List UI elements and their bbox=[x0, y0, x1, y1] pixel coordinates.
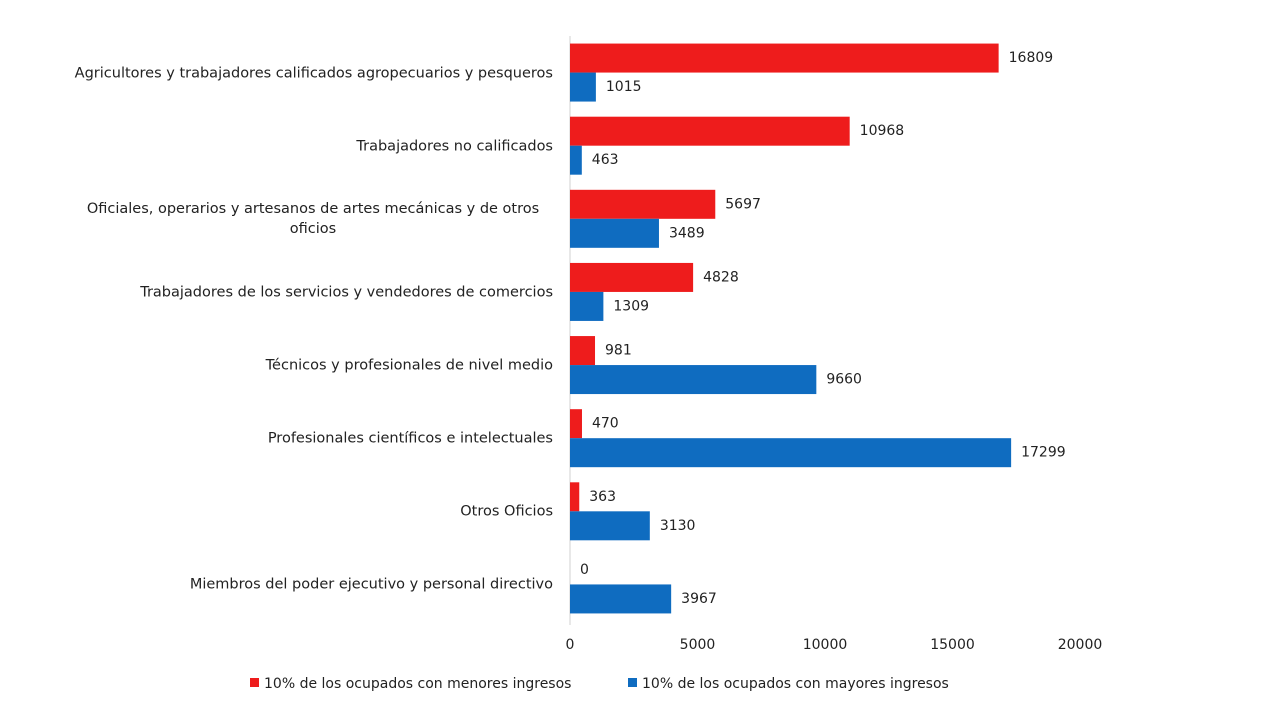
category-label: Técnicos y profesionales de nivel medio bbox=[73, 355, 553, 376]
value-label: 3967 bbox=[681, 591, 717, 607]
legend-swatch bbox=[628, 678, 637, 687]
x-tick-label: 20000 bbox=[1058, 637, 1103, 653]
value-label: 10968 bbox=[860, 123, 905, 139]
legend-label: 10% de los ocupados con menores ingresos bbox=[264, 676, 571, 692]
bar bbox=[570, 482, 580, 512]
category-text: Miembros del poder ejecutivo y personal … bbox=[189, 576, 553, 593]
value-label: 16809 bbox=[1009, 50, 1054, 66]
bar bbox=[570, 43, 999, 73]
category-text: Trabajadores de los servicios y vendedor… bbox=[140, 284, 553, 301]
bar bbox=[570, 145, 582, 175]
category-label: Otros Oficios bbox=[73, 501, 553, 522]
value-label: 981 bbox=[605, 343, 632, 359]
category-text: Oficiales, operarios y artesanos de arte… bbox=[86, 200, 540, 237]
category-text: Agricultores y trabajadores calificados … bbox=[74, 65, 553, 82]
value-label: 363 bbox=[589, 489, 616, 505]
value-label: 9660 bbox=[826, 372, 862, 388]
value-label: 1015 bbox=[606, 79, 642, 95]
category-label: Miembros del poder ejecutivo y personal … bbox=[73, 574, 553, 595]
value-label: 3489 bbox=[669, 225, 705, 241]
category-label: Trabajadores de los servicios y vendedor… bbox=[73, 281, 553, 302]
value-label: 463 bbox=[592, 152, 619, 168]
x-tick-label: 10000 bbox=[803, 637, 848, 653]
bar bbox=[570, 189, 716, 219]
category-text: Profesionales científicos e intelectuale… bbox=[267, 430, 553, 447]
category-text: Trabajadores no calificados bbox=[356, 138, 553, 155]
value-label: 1309 bbox=[613, 298, 649, 314]
bar bbox=[570, 291, 604, 321]
bar bbox=[570, 116, 850, 146]
bar bbox=[570, 365, 817, 395]
value-label: 470 bbox=[592, 416, 619, 432]
value-label: 3130 bbox=[660, 518, 696, 534]
bar bbox=[570, 262, 694, 292]
bar bbox=[570, 584, 672, 614]
value-label: 5697 bbox=[725, 196, 761, 212]
x-tick-label: 0 bbox=[566, 637, 575, 653]
bar bbox=[570, 72, 596, 102]
legend-label: 10% de los ocupados con mayores ingresos bbox=[642, 676, 949, 692]
category-text: Técnicos y profesionales de nivel medio bbox=[265, 357, 553, 374]
bar bbox=[570, 438, 1012, 468]
bar bbox=[570, 336, 596, 366]
value-label: 4828 bbox=[703, 269, 739, 285]
category-label: Profesionales científicos e intelectuale… bbox=[73, 428, 553, 449]
bar bbox=[570, 511, 650, 541]
category-label: Agricultores y trabajadores calificados … bbox=[73, 62, 553, 83]
x-tick-label: 5000 bbox=[680, 637, 716, 653]
legend-swatch bbox=[250, 678, 259, 687]
value-label: 17299 bbox=[1021, 445, 1066, 461]
bar bbox=[570, 409, 582, 439]
category-label: Trabajadores no calificados bbox=[73, 135, 553, 156]
value-label: 0 bbox=[580, 562, 589, 578]
x-tick-label: 15000 bbox=[930, 637, 975, 653]
bar bbox=[570, 218, 659, 248]
category-text: Otros Oficios bbox=[460, 503, 553, 520]
category-label: Oficiales, operarios y artesanos de arte… bbox=[73, 199, 553, 239]
